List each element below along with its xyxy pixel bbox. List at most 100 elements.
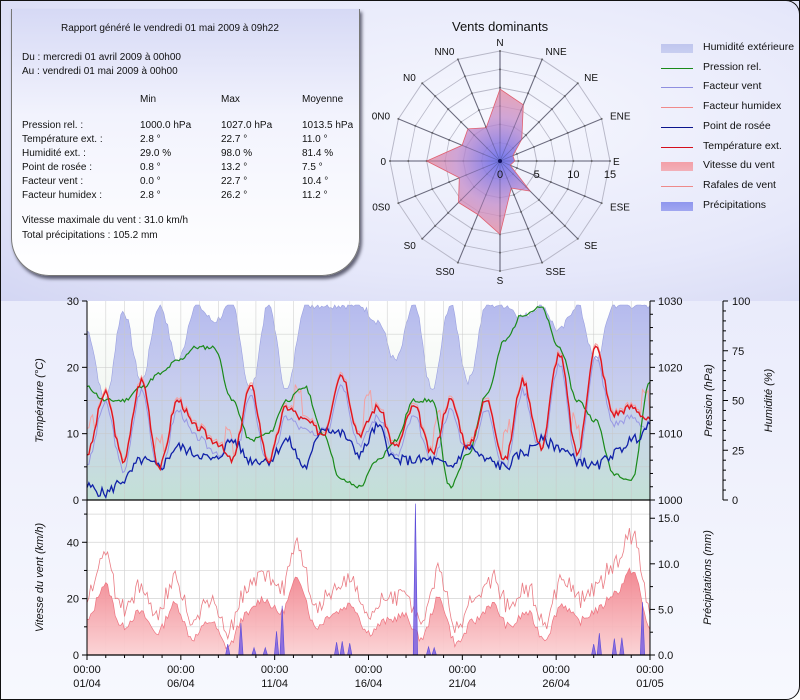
series-facteur-vent <box>86 355 651 474</box>
wind-rose-radial-tick: 15 <box>604 169 616 181</box>
x-tick-time: 00:00 <box>167 664 195 676</box>
x-tick-date: 11/04 <box>261 678 288 690</box>
x-tick-date: 16/04 <box>355 678 383 690</box>
legend-line-swatch <box>661 67 693 69</box>
wind-rose-direction-label: NE <box>584 73 598 84</box>
series-pression-rel <box>86 305 651 489</box>
legend-swatch <box>661 44 693 53</box>
col-max: Max <box>221 94 240 105</box>
wind-rose-spoke-overlay <box>499 118 602 162</box>
report-to: Au : vendredi 01 mai 2009 à 00h00 <box>22 66 178 77</box>
stat-avg: 81.4 % <box>302 148 334 159</box>
wind-rose-spoke-overlay <box>499 160 578 239</box>
wind-rose-direction-label: SE <box>584 241 598 252</box>
col-min: Min <box>140 94 157 105</box>
x-tick-time: 00:00 <box>542 664 570 676</box>
wind-rose-direction-label: 0 <box>380 157 386 168</box>
wind-tick-label: 40 <box>67 537 79 549</box>
legend-label: Point de rosée <box>703 119 771 132</box>
temp-tick-label: 30 <box>67 296 79 308</box>
col-avg: Moyenne <box>302 94 344 105</box>
total-rain: Total précipitations : 105.2 mm <box>22 230 158 241</box>
wind-rose-chart: N NNE NE ENE E ESE SE SSE S SS0 S0 0S0 0 0N0 N0 NN0 0 5 10… <box>372 38 631 287</box>
humidity-tick-label: 0 <box>732 495 738 507</box>
wind-rose-radial-tick: 10 <box>567 169 579 181</box>
wind-rose-spoke-overlay <box>499 160 602 204</box>
wind-rose-spoke-overlay <box>398 118 501 162</box>
wind-axis-title: Vitesse du vent (km/h) <box>34 523 46 633</box>
stat-max: 22.7 ° <box>221 176 248 187</box>
humidity-tick-label: 100 <box>732 296 750 308</box>
stat-min: 29.0 % <box>140 148 172 159</box>
wind-rose-direction-label: N <box>496 38 503 49</box>
report-summary-panel: Rapport généré le vendredi 01 mai 2009 à… <box>11 9 360 276</box>
stat-label: Pression rel. : <box>22 120 84 131</box>
legend-line-swatch <box>661 185 693 187</box>
x-tick-date: 06/04 <box>167 678 195 690</box>
x-tick-time: 00:00 <box>636 664 664 676</box>
wind-rose-direction-label: ESE <box>610 203 630 214</box>
stat-label: Humidité ext. : <box>22 148 86 159</box>
report-from: Du : mercredi 01 avril 2009 à 00h00 <box>22 52 181 63</box>
stat-min: 0.0 ° <box>140 176 161 187</box>
temp-tick-label: 10 <box>67 429 79 441</box>
legend-label: Pression rel. <box>703 60 762 73</box>
temperature-axis-title: Température (°C) <box>34 358 46 443</box>
wind-rose-radial-tick: 0 <box>497 169 503 181</box>
wind-rose-spoke-overlay <box>499 160 543 263</box>
legend-line-swatch <box>661 107 693 109</box>
stat-label: Facteur humidex : <box>22 190 103 201</box>
stat-label: Température ext. : <box>22 134 103 145</box>
series-rafales-de-vent <box>86 528 651 641</box>
legend-label: Vitesse du vent <box>703 159 775 172</box>
legend-line-swatch <box>661 87 693 89</box>
x-tick-time: 00:00 <box>449 664 477 676</box>
legend-swatch <box>661 201 693 211</box>
x-tick-date: 01/04 <box>73 678 101 690</box>
wind-rose-center <box>498 159 502 163</box>
humidity-tick-label: 75 <box>732 346 744 358</box>
wind-rose-direction-label: 0N0 <box>372 111 391 122</box>
stat-avg: 7.5 ° <box>302 162 323 173</box>
rain-axis-title: Précipitations (mm) <box>702 530 714 625</box>
wind-rose-direction-label: 0S0 <box>372 203 390 214</box>
report-generated: Rapport généré le vendredi 01 mai 2009 à… <box>61 23 279 34</box>
wind-rose-direction-label: S0 <box>404 241 417 252</box>
x-tick-time: 00:00 <box>261 664 289 676</box>
stat-max: 98.0 % <box>221 148 253 159</box>
wind-rose-direction-label: ENE <box>610 111 631 122</box>
stat-label: Point de rosée : <box>22 162 93 173</box>
max-wind: Vitesse maximale du vent : 31.0 km/h <box>22 215 189 226</box>
legend-label: Température ext. <box>703 139 782 152</box>
series-vitesse-du-vent <box>86 567 651 656</box>
wind-rose-direction-label: SS0 <box>436 267 455 278</box>
x-tick-date: 01/05 <box>636 678 664 690</box>
rain-tick-label: 0.0 <box>658 650 673 662</box>
wind-tick-label: 20 <box>67 594 79 606</box>
wind-rose-direction-label: E <box>613 157 620 168</box>
humidity-tick-label: 25 <box>732 445 744 457</box>
wind-tick-label: 0 <box>73 650 79 662</box>
x-tick-time: 00:00 <box>73 664 101 676</box>
stat-min: 1000.0 hPa <box>140 120 192 131</box>
rain-tick-label: 5.0 <box>658 604 673 616</box>
wind-rose-spoke-overlay <box>398 160 501 204</box>
humidity-tick-label: 50 <box>732 396 744 408</box>
stat-min: 2.8 ° <box>140 134 161 145</box>
series-point-de-rosee <box>86 420 651 500</box>
legend-label: Précipitations <box>703 198 767 211</box>
legend-label: Rafales de vent <box>703 178 776 191</box>
temp-tick-label: 0 <box>73 495 79 507</box>
x-tick-date: 21/04 <box>449 678 477 690</box>
stat-max: 1027.0 hPa <box>221 120 273 131</box>
wind-rose-direction-label: N0 <box>403 73 416 84</box>
legend-label: Humidité extérieure <box>703 41 795 53</box>
wind-rose-spoke-overlay <box>457 160 501 263</box>
rain-tick-label: 10.0 <box>658 559 679 571</box>
time-series-charts: 010203010001010102010300255075100020400.… <box>34 296 775 690</box>
pressure-axis-title: Pression (hPa) <box>703 364 715 437</box>
legend-line-swatch <box>661 146 693 148</box>
pressure-tick-label: 1010 <box>658 429 682 441</box>
stat-avg: 11.0 ° <box>302 134 328 145</box>
wind-rose-spoke-overlay <box>457 59 501 162</box>
